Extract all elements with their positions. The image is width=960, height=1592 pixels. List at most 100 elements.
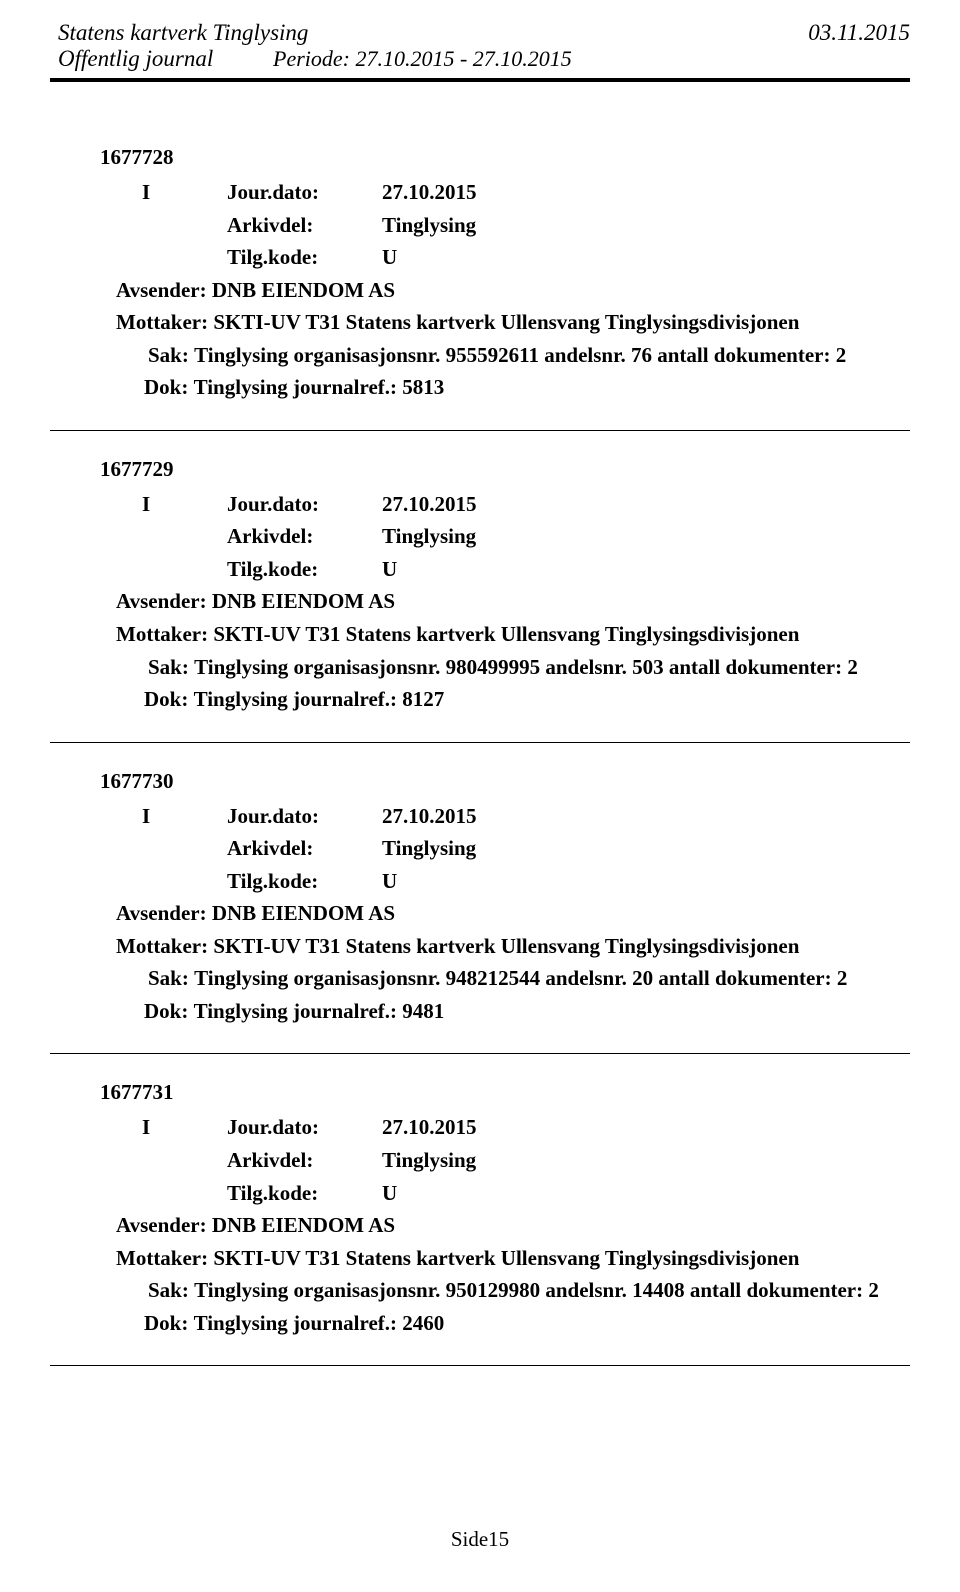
arkivdel-value: Tinglysing bbox=[382, 209, 900, 242]
entries-container: 1677728IJour.dato:27.10.2015Arkivdel:Tin… bbox=[50, 90, 910, 1366]
entry-row-dok: Dok: Tinglysing journalref.: 2460 bbox=[100, 1307, 900, 1340]
entry-row-sak: Sak: Tinglysing organisasjonsnr. 9482125… bbox=[100, 962, 900, 995]
entry-type: I bbox=[142, 800, 227, 833]
arkivdel-value: Tinglysing bbox=[382, 832, 900, 865]
tilgkode-label: Tilg.kode: bbox=[227, 553, 382, 586]
sak-value: Tinglysing organisasjonsnr. 948212544 an… bbox=[194, 962, 847, 995]
header-line-1: Statens kartverk Tinglysing 03.11.2015 bbox=[50, 20, 910, 46]
periode-label: Periode: bbox=[273, 46, 350, 71]
jourdato-value: 27.10.2015 bbox=[382, 176, 900, 209]
org-name: Statens kartverk Tinglysing bbox=[58, 20, 308, 46]
entry-row-arkivdel: Arkivdel:Tinglysing bbox=[100, 832, 900, 865]
mottaker-label: Mottaker: bbox=[116, 930, 213, 963]
entry-row-mottaker: Mottaker: SKTI-UV T31 Statens kartverk U… bbox=[100, 930, 900, 963]
entry-row-avsender: Avsender: DNB EIENDOM AS bbox=[100, 274, 900, 307]
entry-row-mottaker: Mottaker: SKTI-UV T31 Statens kartverk U… bbox=[100, 1242, 900, 1275]
tilgkode-label: Tilg.kode: bbox=[227, 241, 382, 274]
entry-type: I bbox=[142, 1111, 227, 1144]
entry-type: I bbox=[142, 488, 227, 521]
journal-entry: 1677731IJour.dato:27.10.2015Arkivdel:Tin… bbox=[100, 1080, 900, 1366]
page-container: Statens kartverk Tinglysing 03.11.2015 O… bbox=[0, 0, 960, 1366]
avsender-value: DNB EIENDOM AS bbox=[212, 585, 395, 618]
entry-row-mottaker: Mottaker: SKTI-UV T31 Statens kartverk U… bbox=[100, 306, 900, 339]
sak-label: Sak: bbox=[148, 962, 194, 995]
avsender-label: Avsender: bbox=[116, 274, 212, 307]
entry-row-sak: Sak: Tinglysing organisasjonsnr. 9555926… bbox=[100, 339, 900, 372]
entry-separator bbox=[50, 1365, 910, 1366]
sak-value: Tinglysing organisasjonsnr. 980499995 an… bbox=[194, 651, 858, 684]
periode-value: 27.10.2015 - 27.10.2015 bbox=[355, 46, 571, 71]
avsender-label: Avsender: bbox=[116, 1209, 212, 1242]
arkivdel-label: Arkivdel: bbox=[227, 1144, 382, 1177]
jourdato-value: 27.10.2015 bbox=[382, 488, 900, 521]
mottaker-value: SKTI-UV T31 Statens kartverk Ullensvang … bbox=[213, 306, 799, 339]
entry-row-jourdato: IJour.dato:27.10.2015 bbox=[100, 800, 900, 833]
entry-row-dok: Dok: Tinglysing journalref.: 9481 bbox=[100, 995, 900, 1028]
dok-value: Tinglysing journalref.: 5813 bbox=[194, 371, 445, 404]
tilgkode-label: Tilg.kode: bbox=[227, 1177, 382, 1210]
mottaker-label: Mottaker: bbox=[116, 306, 213, 339]
header-line-2: Offentlig journal Periode: 27.10.2015 - … bbox=[50, 46, 910, 72]
entry-id: 1677728 bbox=[100, 145, 900, 170]
dok-value: Tinglysing journalref.: 9481 bbox=[194, 995, 445, 1028]
sak-value: Tinglysing organisasjonsnr. 950129980 an… bbox=[194, 1274, 879, 1307]
entry-row-avsender: Avsender: DNB EIENDOM AS bbox=[100, 585, 900, 618]
entry-row-jourdato: IJour.dato:27.10.2015 bbox=[100, 176, 900, 209]
tilgkode-value: U bbox=[382, 241, 900, 274]
entry-id: 1677730 bbox=[100, 769, 900, 794]
jourdato-label: Jour.dato: bbox=[227, 488, 382, 521]
dok-label: Dok: bbox=[144, 371, 194, 404]
entry-row-arkivdel: Arkivdel:Tinglysing bbox=[100, 1144, 900, 1177]
mottaker-value: SKTI-UV T31 Statens kartverk Ullensvang … bbox=[213, 1242, 799, 1275]
entry-row-arkivdel: Arkivdel:Tinglysing bbox=[100, 209, 900, 242]
entry-row-mottaker: Mottaker: SKTI-UV T31 Statens kartverk U… bbox=[100, 618, 900, 651]
tilgkode-label: Tilg.kode: bbox=[227, 865, 382, 898]
page-header: Statens kartverk Tinglysing 03.11.2015 O… bbox=[50, 20, 910, 90]
entry-row-avsender: Avsender: DNB EIENDOM AS bbox=[100, 897, 900, 930]
avsender-value: DNB EIENDOM AS bbox=[212, 1209, 395, 1242]
entry-row-tilgkode: Tilg.kode:U bbox=[100, 1177, 900, 1210]
entry-row-sak: Sak: Tinglysing organisasjonsnr. 9804999… bbox=[100, 651, 900, 684]
jourdato-label: Jour.dato: bbox=[227, 176, 382, 209]
page-footer: Side15 bbox=[0, 1527, 960, 1552]
mottaker-value: SKTI-UV T31 Statens kartverk Ullensvang … bbox=[213, 618, 799, 651]
journal-entry: 1677728IJour.dato:27.10.2015Arkivdel:Tin… bbox=[100, 145, 900, 431]
journal-entry: 1677729IJour.dato:27.10.2015Arkivdel:Tin… bbox=[100, 457, 900, 743]
tilgkode-value: U bbox=[382, 865, 900, 898]
entry-row-sak: Sak: Tinglysing organisasjonsnr. 9501299… bbox=[100, 1274, 900, 1307]
mottaker-value: SKTI-UV T31 Statens kartverk Ullensvang … bbox=[213, 930, 799, 963]
entry-separator bbox=[50, 742, 910, 743]
sak-value: Tinglysing organisasjonsnr. 955592611 an… bbox=[194, 339, 846, 372]
jourdato-value: 27.10.2015 bbox=[382, 800, 900, 833]
journal-label: Offentlig journal bbox=[58, 46, 273, 72]
mottaker-label: Mottaker: bbox=[116, 1242, 213, 1275]
tilgkode-value: U bbox=[382, 553, 900, 586]
avsender-value: DNB EIENDOM AS bbox=[212, 897, 395, 930]
page-number: Side15 bbox=[451, 1527, 509, 1551]
entry-id: 1677729 bbox=[100, 457, 900, 482]
entry-row-tilgkode: Tilg.kode:U bbox=[100, 241, 900, 274]
mottaker-label: Mottaker: bbox=[116, 618, 213, 651]
arkivdel-value: Tinglysing bbox=[382, 520, 900, 553]
entry-row-jourdato: IJour.dato:27.10.2015 bbox=[100, 1111, 900, 1144]
entry-type: I bbox=[142, 176, 227, 209]
entry-separator bbox=[50, 430, 910, 431]
avsender-label: Avsender: bbox=[116, 897, 212, 930]
journal-entry: 1677730 IJour.dato:27.10.2015Arkivdel:Tin… bbox=[100, 769, 900, 1055]
dok-label: Dok: bbox=[144, 995, 194, 1028]
sak-label: Sak: bbox=[148, 339, 194, 372]
header-rule bbox=[50, 78, 910, 82]
header-date: 03.11.2015 bbox=[808, 20, 910, 46]
dok-value: Tinglysing journalref.: 2460 bbox=[194, 1307, 445, 1340]
dok-label: Dok: bbox=[144, 683, 194, 716]
arkivdel-label: Arkivdel: bbox=[227, 209, 382, 242]
entry-id: 1677731 bbox=[100, 1080, 900, 1105]
tilgkode-value: U bbox=[382, 1177, 900, 1210]
entry-row-jourdato: IJour.dato:27.10.2015 bbox=[100, 488, 900, 521]
dok-label: Dok: bbox=[144, 1307, 194, 1340]
avsender-label: Avsender: bbox=[116, 585, 212, 618]
arkivdel-value: Tinglysing bbox=[382, 1144, 900, 1177]
entry-separator bbox=[50, 1053, 910, 1054]
entry-row-dok: Dok: Tinglysing journalref.: 5813 bbox=[100, 371, 900, 404]
jourdato-label: Jour.dato: bbox=[227, 1111, 382, 1144]
